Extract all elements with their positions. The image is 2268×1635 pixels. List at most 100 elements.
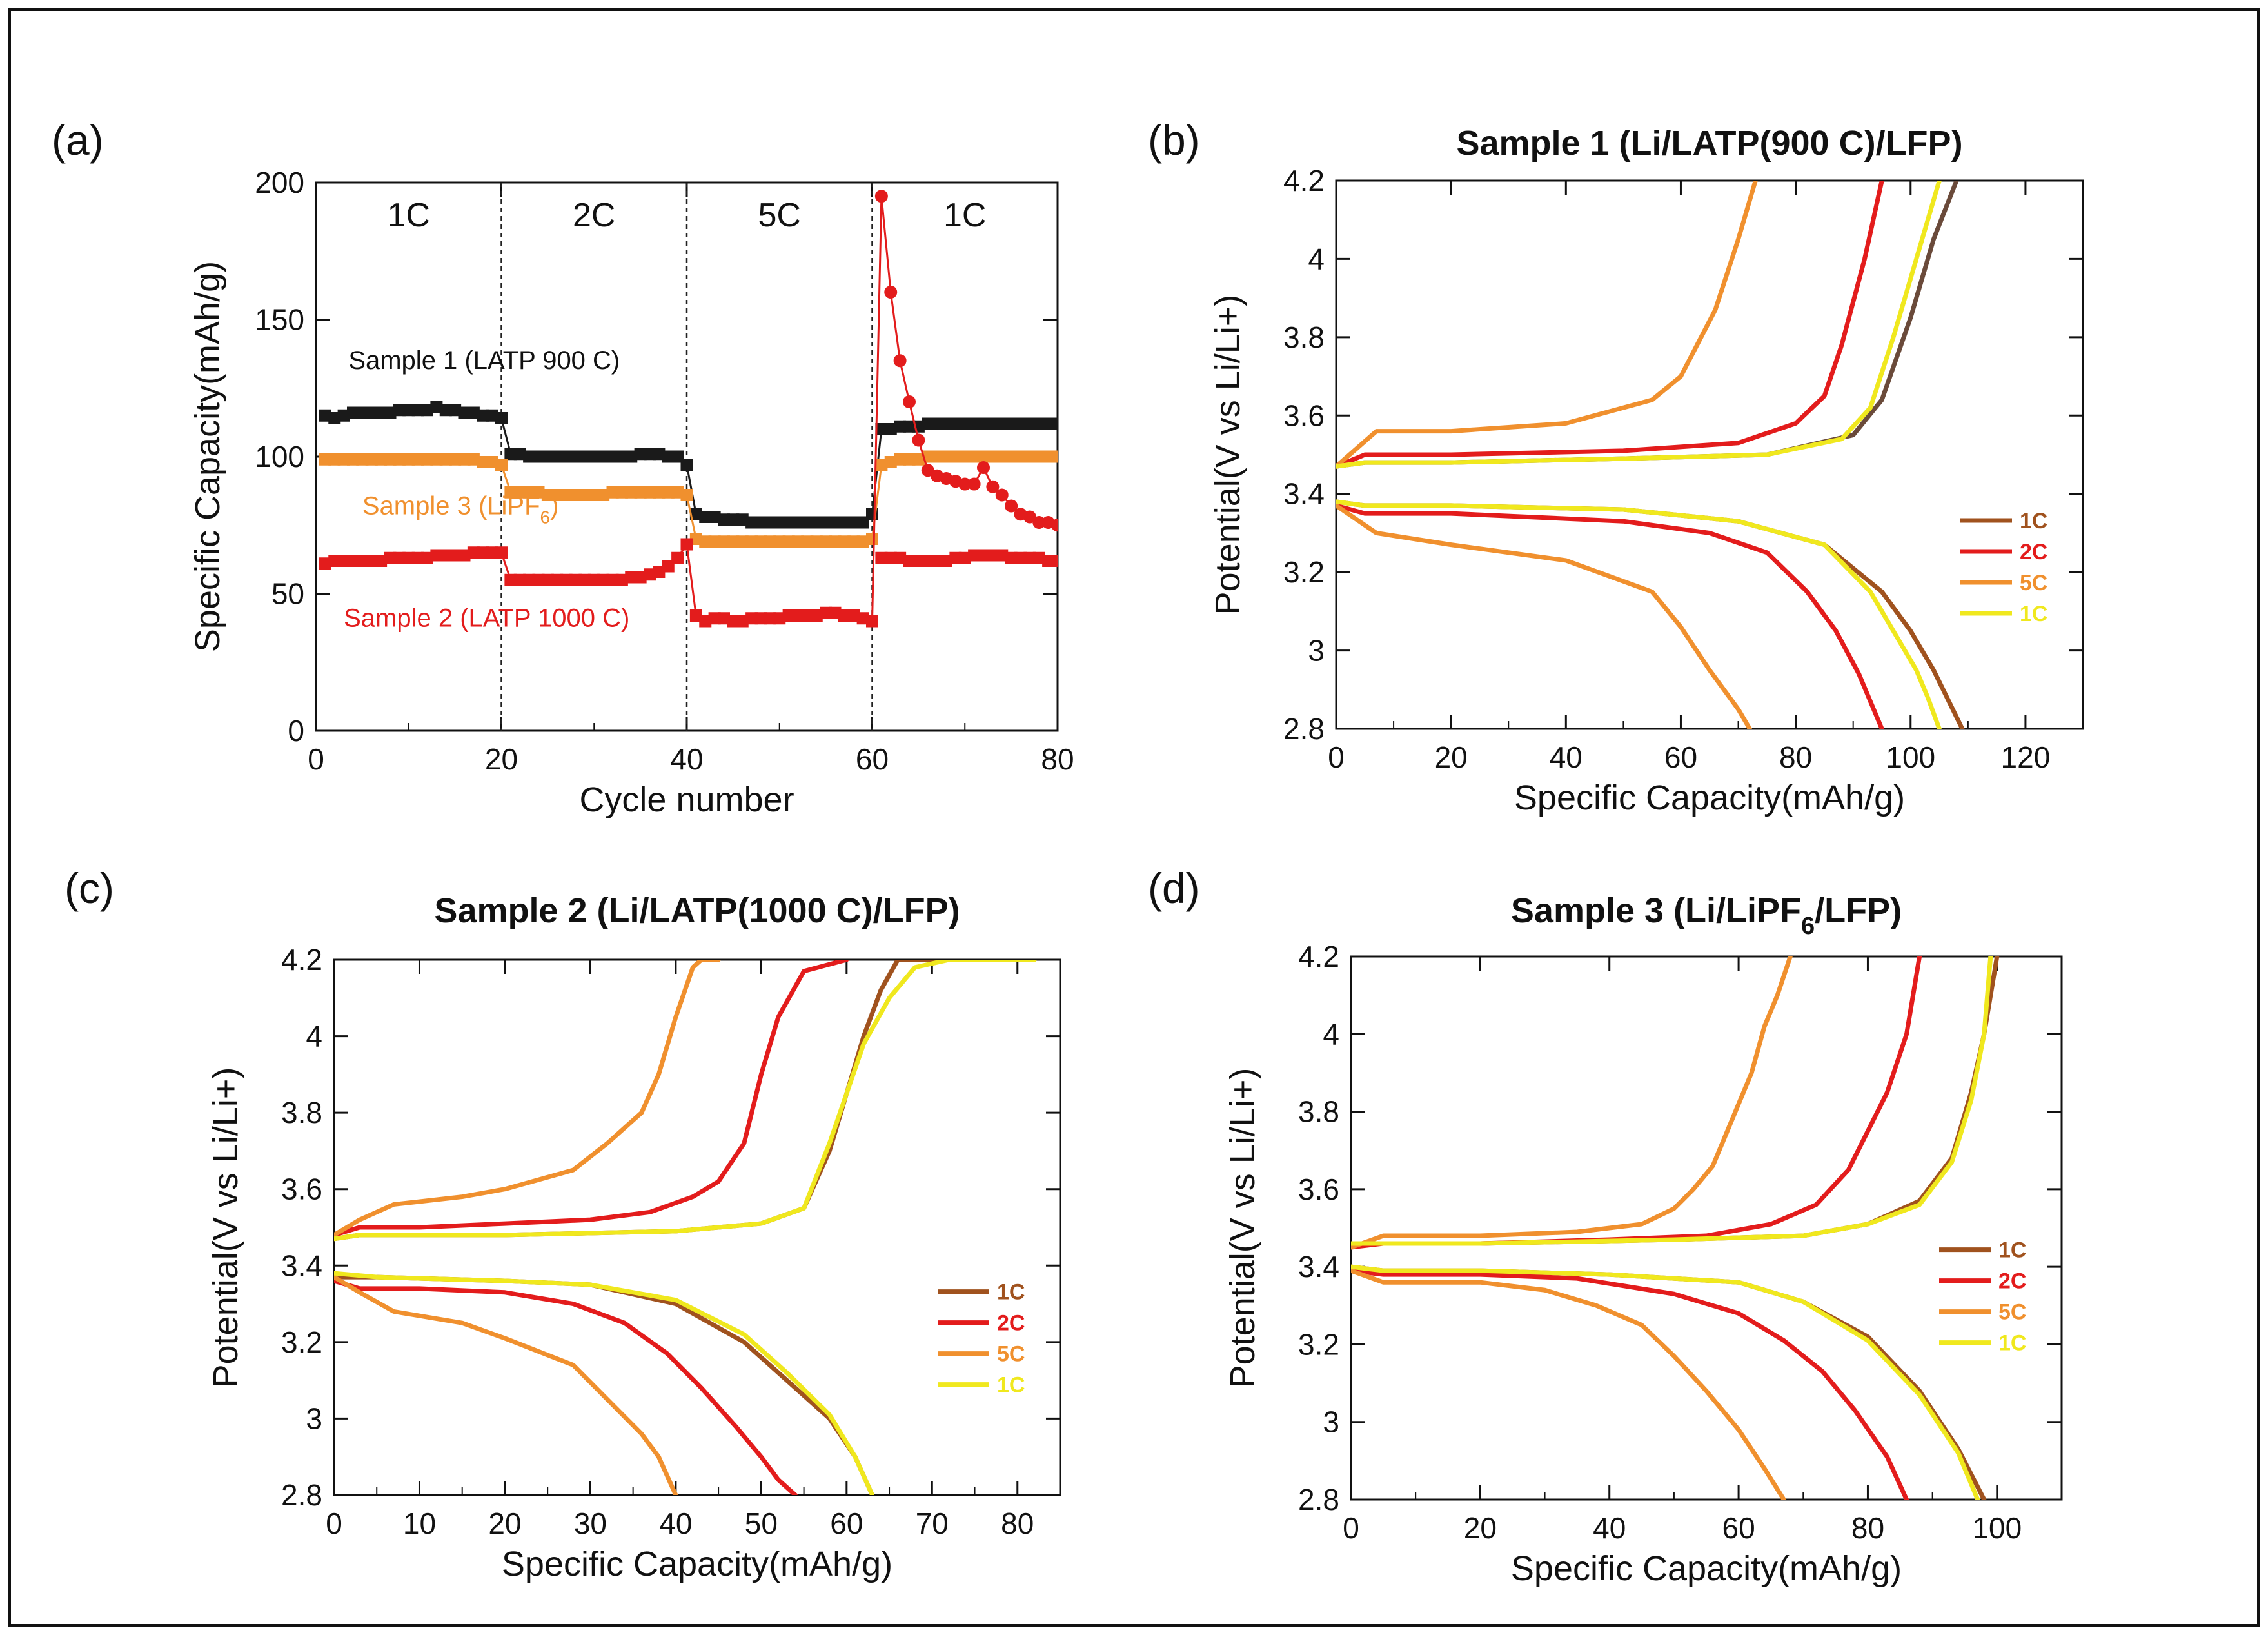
y-axis-label: Potential(V vs Li/Li+)	[206, 1067, 245, 1388]
chart-title-text: Sample 1 (Li/LATP(900 C)/LFP)	[1456, 124, 1962, 163]
data-point	[903, 395, 916, 408]
y-tick-label: 3.6	[1298, 1173, 1339, 1206]
y-tick-label: 3.8	[1298, 1095, 1339, 1129]
legend-entry: 1C	[2020, 509, 2047, 533]
series-2	[319, 190, 1058, 628]
x-tick-label: 40	[670, 742, 703, 776]
plot-marks	[334, 960, 1037, 1495]
chart-title: Sample 2 (Li/LATP(1000 C)/LFP)	[434, 891, 960, 930]
y-tick-label: 3.4	[1298, 1250, 1339, 1283]
y-tick-label: 3.8	[1283, 321, 1325, 354]
series-annotation: Sample 1 (LATP 900 C)	[348, 346, 620, 375]
series-line-4	[1336, 181, 1758, 469]
y-tick-label: 4.2	[1283, 164, 1325, 197]
y-tick-label: 4	[1308, 242, 1325, 275]
y-tick-label: 50	[271, 577, 304, 611]
x-tick-label: 80	[1851, 1511, 1884, 1545]
series-line-4	[334, 960, 721, 1238]
plot-marks	[1336, 181, 1965, 729]
series-line-7	[1351, 1264, 1980, 1500]
x-axis-label: Specific Capacity(mAh/g)	[1511, 1549, 1902, 1588]
x-tick-label: 0	[1343, 1511, 1359, 1545]
series-line-5	[1351, 1268, 1786, 1500]
y-tick-label: 3.8	[281, 1096, 322, 1129]
legend-entry: 5C	[1998, 1300, 2026, 1325]
y-tick-label: 3	[1308, 634, 1325, 668]
data-point	[495, 412, 508, 424]
y-axis-ticks: 0 50 100 150 200	[255, 166, 1058, 748]
y-tick-label: 3	[306, 1402, 322, 1435]
data-point	[671, 450, 684, 463]
x-tick-label: 10	[403, 1507, 436, 1540]
y-axis-ticks: 2.8 3 3.2 3.4 3.6 3.8 4 4.2	[281, 943, 1060, 1512]
y-tick-label: 3	[1323, 1405, 1339, 1439]
panel-d: (d) Sample 3 (Li/LiPF6/LFP)0 20 40 60 80 1002.…	[1148, 864, 2063, 1588]
y-tick-label: 4.2	[281, 943, 322, 976]
y-tick-label: 3.4	[281, 1249, 322, 1282]
x-axis-label: Specific Capacity(mAh/g)	[502, 1545, 892, 1583]
legend-entry: 1C	[1998, 1238, 2026, 1263]
data-point	[662, 560, 675, 573]
x-tick-label: 0	[326, 1507, 342, 1540]
legend: 1C 2C 5C 1C	[938, 1280, 1025, 1398]
data-point	[967, 477, 981, 491]
data-point	[958, 477, 972, 491]
legend-entry: 1C	[2020, 602, 2047, 626]
data-point	[671, 551, 684, 564]
x-tick-label: 0	[308, 742, 324, 776]
series-line-7	[334, 1271, 875, 1495]
y-axis-ticks: 2.8 3 3.2 3.4 3.6 3.8 4 4.2	[1283, 164, 2083, 746]
data-point	[1032, 516, 1046, 529]
data-point	[912, 433, 925, 447]
series-annotation: Sample 3 (LiPF6)	[362, 491, 559, 527]
y-tick-label: 3.4	[1283, 477, 1325, 511]
rate-label: 1C	[388, 197, 430, 234]
x-axis-label: Specific Capacity(mAh/g)	[1514, 778, 1905, 817]
y-tick-label: 4	[306, 1020, 322, 1053]
series-line-2	[334, 960, 849, 1238]
y-axis-label: Potential(V vs Li/Li+)	[1208, 295, 1247, 615]
series-line-4	[1351, 956, 1793, 1250]
x-axis-label: Cycle number	[579, 780, 794, 819]
legend-entry: 2C	[997, 1311, 1025, 1336]
data-point	[680, 459, 693, 471]
y-tick-label: 4	[1323, 1017, 1339, 1051]
y-axis-label: Specific Capacity(mAh/g)	[188, 261, 227, 652]
y-tick-label: 0	[288, 714, 304, 748]
x-tick-label: 80	[1041, 742, 1074, 776]
x-tick-label: 120	[2001, 740, 2051, 774]
x-tick-label: 60	[830, 1507, 863, 1540]
chart-title-subscript: 6	[1801, 913, 1815, 940]
y-tick-label: 3.2	[1283, 555, 1325, 589]
y-tick-label: 3.6	[1283, 399, 1325, 432]
data-point	[921, 464, 934, 477]
x-tick-label: 60	[1722, 1511, 1755, 1545]
legend-entry: 5C	[997, 1342, 1025, 1367]
series-line-5	[1336, 503, 1752, 729]
legend-entry: 2C	[2020, 540, 2047, 564]
data-point	[995, 488, 1009, 502]
data-point	[884, 286, 898, 299]
x-tick-label: 70	[916, 1507, 949, 1540]
series-line-3	[1351, 1268, 1909, 1500]
series-1	[319, 450, 1058, 548]
data-point	[680, 489, 693, 501]
y-tick-label: 2.8	[1298, 1483, 1339, 1516]
legend: 1C 2C 5C 1C	[1960, 509, 2047, 626]
panel-a: (a) 0 20 40 60 80 0 50 100 150 200 Cycle number Spec…	[52, 116, 1074, 819]
x-tick-label: 60	[856, 742, 889, 776]
chart-title: Sample 3 (Li/LiPF6/LFP)	[1511, 891, 1902, 940]
data-point	[874, 190, 888, 203]
panel-label: (d)	[1148, 864, 1200, 912]
series-line-6	[1336, 181, 1942, 469]
x-tick-label: 20	[1435, 740, 1468, 774]
x-axis-ticks: 0 20 40 60 80 100 120	[1328, 181, 2050, 774]
series-line-6	[334, 960, 1037, 1242]
series-annotation-tail: )	[550, 491, 558, 520]
x-tick-label: 20	[1464, 1511, 1497, 1545]
rate-label: 1C	[943, 197, 986, 234]
plot-marks	[1351, 956, 2000, 1500]
series-line-2	[1336, 181, 1884, 469]
series-line-7	[1336, 499, 1942, 729]
